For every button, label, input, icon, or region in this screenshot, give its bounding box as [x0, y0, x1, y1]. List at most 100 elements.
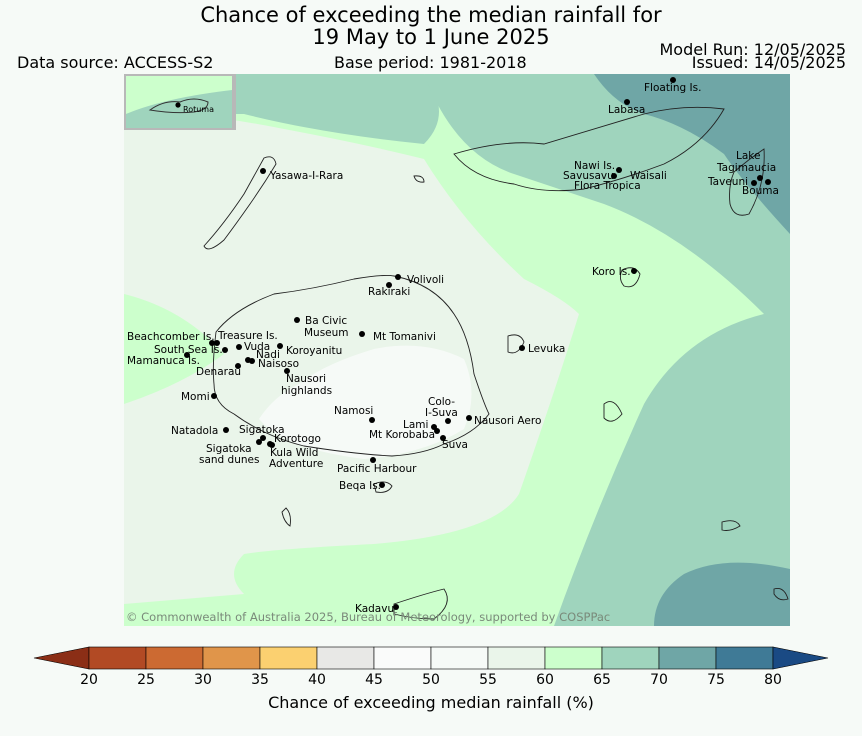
label-floating-is: Floating Is.: [644, 82, 701, 94]
colorbar-tick-30: 30: [194, 672, 212, 688]
zone-70-75-south: [654, 562, 790, 626]
marker-labasa: [624, 99, 630, 105]
label-nadi: Nadi: [256, 349, 280, 361]
colorbar-tick-70: 70: [650, 672, 668, 688]
beqa-outline: [373, 481, 393, 493]
yasawa-outline: [203, 156, 277, 250]
colorbar-segment-75-80: [715, 646, 774, 670]
colorbar-tick-65: 65: [593, 672, 611, 688]
label-sigatoka-2: Sigatoka: [206, 443, 252, 455]
rainfall-map: Rotuma: [124, 74, 790, 626]
marker-rakiraki: [386, 282, 392, 288]
label-momi: Momi: [181, 391, 210, 403]
colorbar: [33, 646, 829, 670]
colorbar-tick-75: 75: [707, 672, 725, 688]
colorbar-tick-25: 25: [137, 672, 155, 688]
label-adventure: Adventure: [269, 458, 323, 470]
marker-yasawa-i-rara: [260, 168, 266, 174]
colorbar-tick-55: 55: [479, 672, 497, 688]
label-colo: Colo-: [428, 396, 455, 408]
label-lami: Lami: [403, 419, 428, 431]
label-i-suva: I-Suva: [425, 407, 458, 419]
colorbar-segment-50-55: [430, 646, 489, 670]
marker-colo-i-suva: [445, 418, 451, 424]
label-korotogo: Korotogo: [274, 433, 321, 445]
marker-naisoso: [249, 358, 255, 364]
marker-lake-tagimaucia: [757, 175, 763, 181]
marker-nawi-is: [616, 167, 622, 173]
marker-levuka: [519, 345, 525, 351]
colorbar-segment-55-60: [487, 646, 546, 670]
colorbar-segment-60-65: [544, 646, 603, 670]
colorbar-tick-60: 60: [536, 672, 554, 688]
copyright-text: © Commonwealth of Australia 2025, Bureau…: [126, 610, 610, 624]
marker-beachcomber-is: [209, 340, 215, 346]
colorbar-tick-80: 80: [764, 672, 782, 688]
label-beachcomber-is: Beachcomber Is.: [127, 331, 215, 343]
label-pacific-harbour: Pacific Harbour: [337, 463, 417, 475]
label-naisoso: Naisoso: [258, 358, 299, 370]
colorbar-title: Chance of exceeding median rainfall (%): [268, 693, 594, 712]
label-namosi: Namosi: [334, 405, 373, 417]
colorbar-segment-40-45: [316, 646, 375, 670]
lau-island-2-outline: [773, 588, 789, 601]
label-rakiraki: Rakiraki: [368, 286, 410, 298]
label-sand-dunes: sand dunes: [199, 454, 259, 466]
marker-pacific-harbour: [370, 457, 376, 463]
marker-namosi: [369, 417, 375, 423]
marker-bouma: [765, 179, 771, 185]
ovalau-outline: [507, 334, 525, 354]
model-run-label: Model Run: 12/05/2025: [659, 40, 847, 59]
colorbar-segment-35-40: [259, 646, 318, 670]
base-period-label: Base period: 1981-2018: [334, 53, 527, 72]
label-mamanuca-is: Mamanuca Is.: [127, 355, 200, 367]
taveuni-outline: [729, 148, 765, 216]
label-ba-civic: Ba Civic: [305, 315, 347, 327]
label-koro-is: Koro Is.: [592, 266, 631, 278]
label-sigatoka: Sigatoka: [239, 424, 285, 436]
label-denarau: Denarau: [196, 366, 241, 378]
label-nausori: Nausori: [286, 373, 326, 385]
colorbar-extend-low: [33, 646, 90, 670]
label-south-sea-is: South Sea Is.: [154, 344, 223, 356]
label-volivoli: Volivoli: [407, 274, 444, 286]
marker-nausori-aero: [466, 415, 472, 421]
marker-nausori-highlands: [284, 368, 290, 374]
marker-beqa-is: [379, 482, 385, 488]
marker-vuda: [236, 344, 242, 350]
label-nawi-is: Nawi Is.: [574, 160, 615, 172]
label-waisali: Waisali: [630, 170, 667, 182]
marker-ba-civic-museum: [294, 317, 300, 323]
marker-treasure-is: [214, 340, 220, 346]
marker-mt-tomanivi: [359, 331, 365, 337]
marker-mt-korobaba: [434, 428, 440, 434]
marker-kula-wild-adventure: [269, 442, 275, 448]
title-line-1: Chance of exceeding the median rainfall …: [200, 3, 662, 27]
title-line-2: 19 May to 1 June 2025: [312, 25, 550, 49]
marker-koro-is: [631, 268, 637, 274]
marker-natadola: [223, 427, 229, 433]
label-mt-korobaba: Mt Korobaba: [369, 429, 435, 441]
label-bouma: Bouma: [742, 185, 779, 197]
vatulele-outline: [281, 507, 291, 527]
marker-kadavu: [393, 604, 399, 610]
gau-outline: [603, 401, 623, 422]
colorbar-tick-50: 50: [422, 672, 440, 688]
colorbar-segment-20-25: [88, 646, 147, 670]
colorbar-segment-70-75: [658, 646, 717, 670]
colorbar-segment-30-35: [202, 646, 261, 670]
marker-momi: [211, 393, 217, 399]
marker-sigatoka-sand-dunes: [256, 439, 262, 445]
marker-suva: [440, 435, 446, 441]
marker-floating-is: [670, 77, 676, 83]
rotuma-inset-zone: [126, 90, 232, 128]
issued-label: Issued: 14/05/2025: [691, 53, 846, 72]
label-kadavu: Kadavu: [355, 603, 394, 615]
colorbar-tick-20: 20: [80, 672, 98, 688]
marker-koroyanitu: [277, 343, 283, 349]
kadavu-outline: [393, 588, 448, 620]
marker-mamanuca-is: [184, 352, 190, 358]
colorbar-segment-25-30: [145, 646, 204, 670]
koro-outline: [619, 267, 641, 288]
label-nausori-aero: Nausori Aero: [474, 415, 541, 427]
